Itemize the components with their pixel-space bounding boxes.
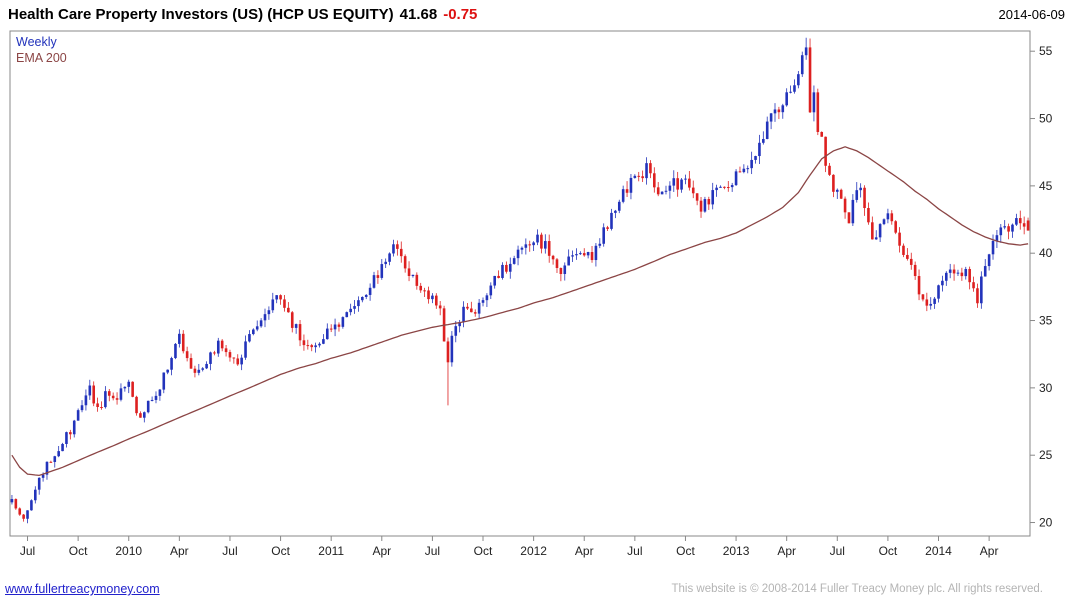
svg-text:2010: 2010 [115,544,142,558]
svg-text:Jul: Jul [20,544,35,558]
svg-text:Apr: Apr [575,544,594,558]
svg-text:50: 50 [1039,112,1053,126]
svg-text:Jul: Jul [425,544,440,558]
chart-canvas: 20 25 30 35 40 45 50 55 Jul Oct 2010 Apr Jul Oct 2011 A… [9,30,1053,558]
footer-link[interactable]: www.fullertreacymoney.com [5,582,160,596]
page-title: Health Care Property Investors (US) (HCP… [8,6,394,23]
svg-text:Jul: Jul [627,544,642,558]
svg-text:Oct: Oct [69,544,88,558]
svg-text:2011: 2011 [318,544,344,558]
price-change: -0.75 [443,6,478,23]
svg-text:Apr: Apr [170,544,189,558]
svg-text:Jul: Jul [830,544,845,558]
ema-label: EMA 200 [16,51,67,65]
svg-text:55: 55 [1039,44,1053,58]
svg-text:Apr: Apr [372,544,391,558]
svg-text:2014: 2014 [925,544,952,558]
svg-text:35: 35 [1039,314,1053,328]
svg-text:25: 25 [1039,448,1053,462]
svg-text:45: 45 [1039,179,1053,193]
svg-text:Oct: Oct [676,544,695,558]
svg-text:Jul: Jul [222,544,237,558]
timeframe-label: Weekly [16,35,57,49]
svg-text:2013: 2013 [723,544,750,558]
svg-text:Apr: Apr [777,544,796,558]
svg-text:Apr: Apr [980,544,999,558]
svg-text:Oct: Oct [879,544,898,558]
svg-text:2012: 2012 [520,544,547,558]
page-footer: www.fullertreacymoney.com This website i… [0,578,1075,596]
chart-legend: Weekly EMA 200 [16,34,67,66]
candlestick-chart: 20 25 30 35 40 45 50 55 Jul Oct 2010 Apr Jul Oct 2011 A… [4,26,1072,574]
svg-text:30: 30 [1039,381,1053,395]
svg-text:20: 20 [1039,516,1053,530]
last-price: 41.68 [399,6,438,23]
copyright-text: This website is © 2008-2014 Fuller Treac… [671,583,1043,595]
chart-header: Health Care Property Investors (US) (HCP… [8,6,1067,28]
svg-text:Oct: Oct [271,544,290,558]
svg-text:40: 40 [1039,246,1053,260]
chart-date: 2014-06-09 [998,7,1066,22]
svg-text:Oct: Oct [474,544,493,558]
